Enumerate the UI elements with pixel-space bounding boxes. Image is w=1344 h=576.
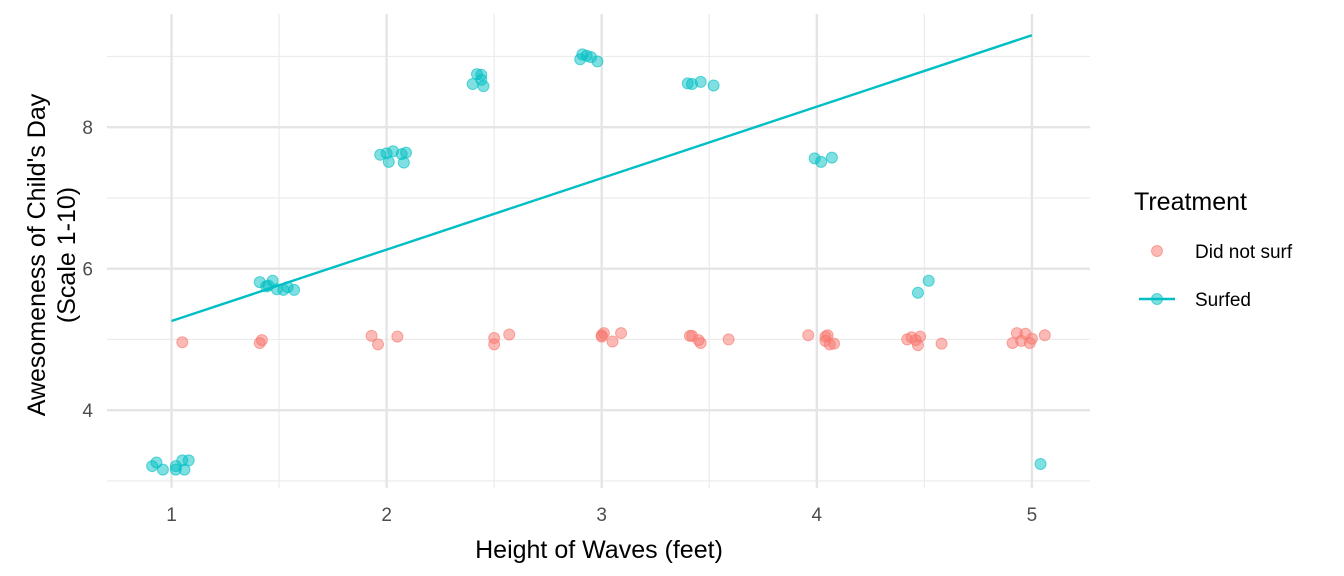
x-tick-label: 2	[381, 505, 392, 526]
major-gridlines	[107, 14, 1090, 488]
did-not-surf-point	[488, 338, 501, 351]
y-axis-title-line1: Awesomeness of Child's Day	[23, 93, 51, 416]
y-axis-title: Awesomeness of Child's Day (Scale 1-10)	[23, 93, 81, 416]
y-tick-label: 6	[82, 260, 93, 281]
surfed-point	[707, 79, 720, 92]
surfed-point	[182, 454, 195, 467]
surfed-point	[825, 151, 838, 164]
surfed-point	[911, 286, 924, 299]
x-tick-label: 4	[812, 505, 823, 526]
surfed-point	[397, 156, 410, 169]
surfed-point	[815, 155, 828, 168]
legend-point-key	[1151, 245, 1163, 257]
did-not-surf-point	[694, 336, 707, 349]
data-points	[146, 48, 1051, 476]
did-not-surf-point	[503, 328, 516, 341]
x-tick-label: 3	[596, 505, 607, 526]
y-axis-ticks: 4 6 8	[82, 118, 93, 422]
did-not-surf-point	[1025, 332, 1038, 345]
surfed-point	[399, 146, 412, 159]
x-tick-label: 1	[166, 505, 177, 526]
did-not-surf-point	[615, 327, 628, 340]
surfed-point	[1034, 457, 1047, 470]
x-tick-label: 5	[1027, 505, 1038, 526]
surfed-point	[288, 283, 301, 296]
y-tick-label: 8	[82, 118, 93, 139]
did-not-surf-point	[828, 337, 841, 350]
surfed-point	[156, 463, 169, 476]
surfed-point	[922, 274, 935, 287]
legend-label: Surfed	[1195, 290, 1251, 311]
surfed-point	[382, 155, 395, 168]
surfed-fit-line	[171, 34, 1033, 323]
did-not-surf-point	[176, 336, 189, 349]
did-not-surf-point	[595, 329, 608, 342]
legend-point-key	[1151, 293, 1163, 305]
surfed-point	[591, 55, 604, 68]
x-axis-ticks: 1 2 3 4 5	[166, 505, 1037, 526]
did-not-surf-point	[372, 338, 385, 351]
legend-title: Treatment	[1134, 188, 1247, 216]
did-not-surf-point	[722, 333, 735, 346]
did-not-surf-point	[935, 337, 948, 350]
y-axis-title-line2: (Scale 1-10)	[53, 187, 81, 323]
surfed-point	[694, 75, 707, 88]
did-not-surf-point	[255, 334, 268, 347]
fit-lines	[171, 34, 1033, 323]
did-not-surf-point	[365, 329, 378, 342]
legend-entry-did-not-surf: Did not surf	[1151, 242, 1293, 263]
did-not-surf-point	[606, 335, 619, 348]
legend: Treatment Did not surf Surfed	[1134, 188, 1293, 311]
did-not-surf-point	[914, 330, 927, 343]
did-not-surf-point	[1038, 329, 1051, 342]
surfed-point	[477, 80, 490, 93]
did-not-surf-point	[391, 330, 404, 343]
x-axis-title: Height of Waves (feet)	[475, 536, 723, 564]
did-not-surf-point	[802, 329, 815, 342]
legend-entries: Did not surf Surfed	[1139, 242, 1293, 311]
minor-gridlines	[107, 14, 1090, 488]
y-tick-label: 4	[82, 401, 93, 422]
legend-label: Did not surf	[1195, 242, 1293, 263]
legend-entry-surfed: Surfed	[1139, 290, 1251, 311]
